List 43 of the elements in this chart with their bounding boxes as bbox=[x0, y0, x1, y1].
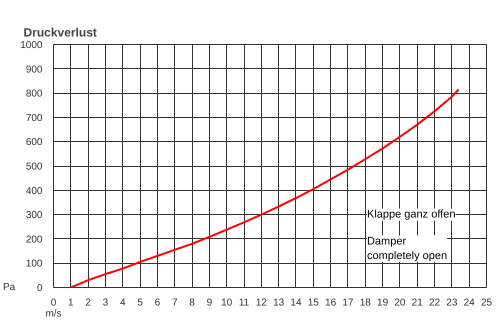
y-tick-label: 600 bbox=[26, 137, 43, 148]
x-tick-label: 15 bbox=[308, 298, 320, 308]
x-tick-label: 0 bbox=[50, 298, 57, 308]
x-tick-label: 2 bbox=[85, 298, 92, 308]
chart-title: Druckverlust bbox=[24, 26, 97, 40]
x-tick-label: 11 bbox=[238, 298, 250, 308]
x-tick-label: 20 bbox=[394, 298, 406, 308]
x-tick-label: 6 bbox=[154, 298, 161, 308]
x-tick-label: 22 bbox=[428, 298, 441, 308]
y-tick-label: 0 bbox=[36, 283, 43, 294]
y-tick-label: 1000 bbox=[20, 40, 43, 51]
x-tick-label: 25 bbox=[480, 298, 492, 308]
x-tick-label: 17 bbox=[342, 298, 354, 308]
y-tick-label: 300 bbox=[26, 210, 43, 222]
annotation: Klappe ganz offen bbox=[366, 208, 456, 221]
x-tick-label: 8 bbox=[189, 298, 196, 308]
x-tick-label: 5 bbox=[137, 298, 144, 308]
y-tick-label: 200 bbox=[26, 234, 43, 246]
y-tick-label: 400 bbox=[26, 186, 43, 197]
annotation: Damper completely open bbox=[366, 235, 448, 262]
x-tick-label: 4 bbox=[120, 298, 126, 308]
y-tick-label: 500 bbox=[26, 162, 43, 172]
x-tick-label: 21 bbox=[412, 298, 424, 308]
x-tick-label: 9 bbox=[206, 298, 213, 308]
y-tick-label: 100 bbox=[26, 258, 43, 270]
x-tick-label: 23 bbox=[446, 298, 458, 308]
y-axis-title: Pa bbox=[3, 282, 16, 293]
x-tick-label: 14 bbox=[290, 298, 302, 308]
y-tick-label: 700 bbox=[26, 112, 43, 124]
x-tick-label: 3 bbox=[102, 298, 109, 308]
x-tick-label: 16 bbox=[325, 298, 337, 308]
y-tick-label: 900 bbox=[26, 64, 43, 76]
y-tick-label: 800 bbox=[26, 88, 43, 100]
x-tick-label: 19 bbox=[377, 298, 389, 308]
x-tick-label: 13 bbox=[273, 298, 285, 308]
x-tick-label: 7 bbox=[172, 298, 178, 308]
x-tick-label: 10 bbox=[221, 298, 233, 308]
line-series bbox=[70, 88, 460, 288]
x-tick-label: 1 bbox=[68, 298, 74, 308]
x-axis-title: m/s bbox=[45, 308, 62, 320]
x-tick-label: 18 bbox=[360, 298, 372, 308]
x-tick-label: 12 bbox=[256, 298, 268, 308]
x-tick-label: 24 bbox=[464, 298, 476, 308]
